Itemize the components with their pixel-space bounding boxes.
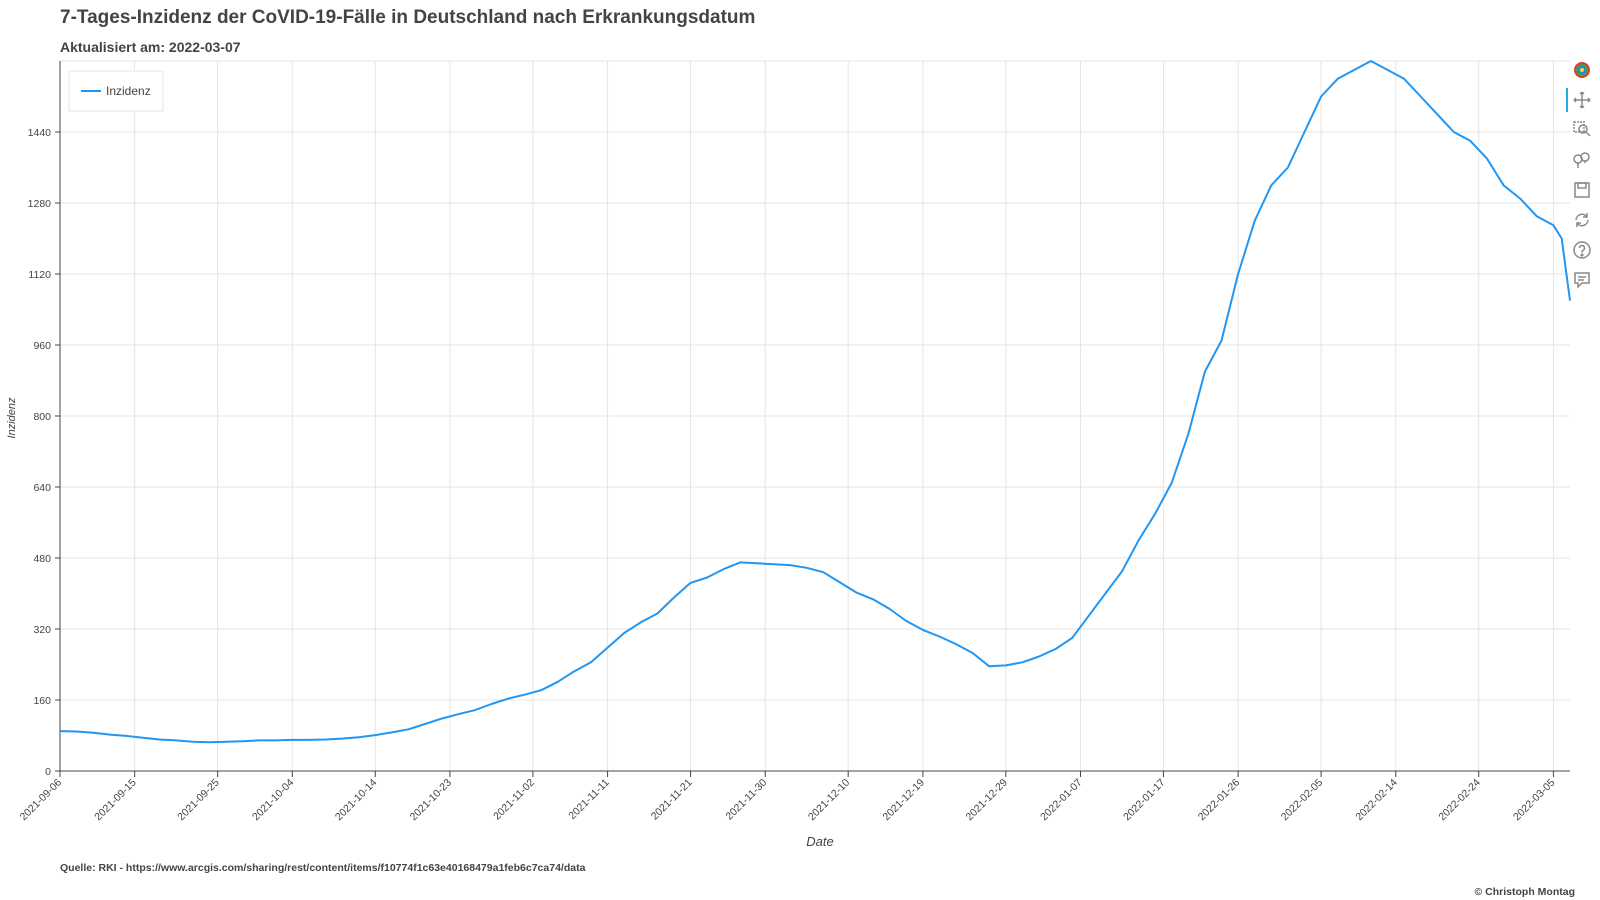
chart-title: 7-Tages-Inzidenz der CoVID-19-Fälle in D…: [60, 7, 756, 28]
help-icon[interactable]: [1570, 238, 1594, 262]
x-tick-label: 2022-03-05: [1511, 777, 1558, 824]
chart-toolbar: [1566, 58, 1594, 298]
x-tick-label: 2021-09-25: [175, 777, 222, 824]
y-tick-label: 320: [33, 624, 51, 636]
y-tick-label: 1440: [28, 127, 52, 139]
x-tick-label: 2021-12-19: [881, 777, 928, 824]
x-tick-label: 2022-02-24: [1436, 777, 1483, 824]
x-tick-label: 2022-01-26: [1196, 777, 1243, 824]
x-tick-label: 2021-11-30: [723, 777, 769, 823]
x-tick-label: 2022-02-05: [1279, 777, 1326, 824]
wheel-zoom-icon[interactable]: [1570, 148, 1594, 172]
reset-icon[interactable]: [1570, 208, 1594, 232]
y-tick-label: 960: [33, 340, 51, 352]
chart-subtitle: Aktualisiert am: 2022-03-07: [60, 39, 241, 55]
y-tick-label: 640: [33, 482, 51, 494]
axes: [55, 61, 1570, 777]
x-tick-label: 2021-10-14: [333, 777, 380, 824]
x-tick-label: 2022-02-14: [1353, 777, 1400, 824]
x-axis-label: Date: [806, 834, 833, 849]
save-icon[interactable]: [1570, 178, 1594, 202]
x-tick-label: 2021-12-29: [963, 777, 1010, 824]
y-axis-label: Inzidenz: [6, 397, 18, 438]
grid-lines: [59, 60, 1570, 771]
x-tick-label: 2021-09-06: [18, 777, 65, 824]
pan-icon[interactable]: [1566, 88, 1594, 112]
y-tick-label: 0: [45, 766, 51, 778]
x-tick-label: 2021-10-04: [250, 777, 297, 824]
x-tick-label: 2021-12-10: [806, 777, 853, 824]
series-line-inzidenz[interactable]: [59, 60, 1571, 744]
x-tick-label: 2022-01-17: [1121, 777, 1168, 824]
x-tick-label: 2022-01-07: [1038, 777, 1085, 824]
x-tick-label: 2021-11-02: [491, 777, 537, 823]
x-tick-label: 2021-11-21: [649, 777, 695, 823]
copyright-note: © Christoph Montag: [1474, 886, 1575, 898]
box-zoom-icon[interactable]: [1570, 118, 1594, 142]
source-note: Quelle: RKI - https://www.arcgis.com/sha…: [60, 862, 586, 874]
series-layer: [59, 60, 1571, 744]
hover-icon[interactable]: [1570, 268, 1594, 292]
x-tick-label: 2021-09-15: [92, 777, 139, 824]
legend: Inzidenz: [68, 70, 164, 112]
legend-label: Inzidenz: [106, 84, 151, 98]
y-tick-labels: 0 160 320 480 640 800 960 1120 1280 1440: [28, 127, 52, 778]
y-tick-label: 1120: [28, 269, 51, 281]
y-tick-label: 480: [33, 553, 51, 565]
y-tick-label: 1280: [28, 198, 52, 210]
y-tick-label: 160: [33, 695, 51, 707]
x-tick-labels: 2021-09-06 2021-09-15 2021-09-25 2021-10-04…: [18, 777, 1558, 824]
x-tick-label: 2021-10-23: [408, 777, 455, 824]
x-tick-label: 2021-11-11: [566, 777, 611, 822]
bokeh-logo-icon[interactable]: [1570, 58, 1594, 82]
y-tick-label: 800: [33, 411, 51, 423]
